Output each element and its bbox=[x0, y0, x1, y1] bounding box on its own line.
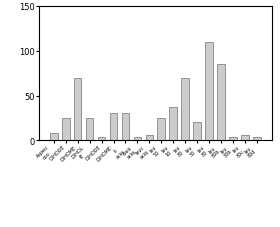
Bar bbox=[122, 114, 129, 141]
Bar bbox=[181, 78, 189, 141]
Bar bbox=[229, 137, 237, 141]
Bar bbox=[50, 134, 58, 141]
Bar bbox=[109, 114, 117, 141]
Bar bbox=[86, 118, 94, 141]
Bar bbox=[205, 42, 213, 141]
Bar bbox=[98, 137, 106, 141]
Bar bbox=[241, 135, 249, 141]
Bar bbox=[169, 108, 177, 141]
Bar bbox=[62, 118, 69, 141]
Bar bbox=[253, 137, 261, 141]
Bar bbox=[74, 78, 81, 141]
Bar bbox=[157, 118, 165, 141]
Bar bbox=[134, 137, 141, 141]
Bar bbox=[217, 65, 225, 141]
Bar bbox=[146, 135, 153, 141]
Bar bbox=[193, 123, 201, 141]
